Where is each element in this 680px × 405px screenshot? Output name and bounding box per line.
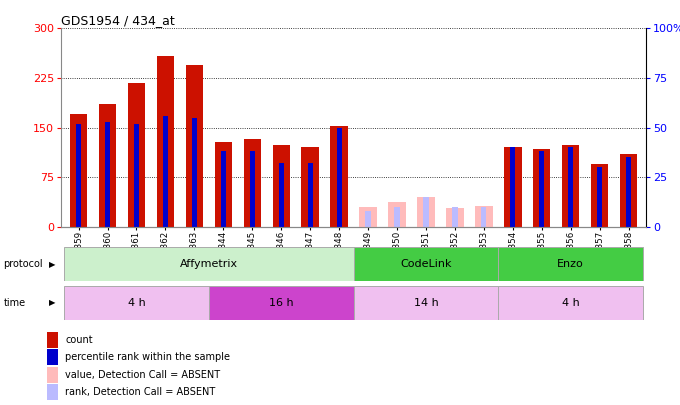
Bar	[620, 154, 637, 227]
Bar	[250, 151, 255, 227]
Bar	[591, 164, 609, 227]
Bar	[394, 207, 400, 227]
Text: ▶: ▶	[49, 298, 56, 307]
Bar	[568, 147, 573, 227]
Bar	[273, 145, 290, 227]
Text: time: time	[3, 298, 26, 308]
Bar	[330, 126, 347, 227]
Text: value, Detection Call = ABSENT: value, Detection Call = ABSENT	[65, 370, 220, 380]
Text: GDS1954 / 434_at: GDS1954 / 434_at	[61, 14, 175, 27]
Bar	[446, 208, 464, 227]
Bar	[105, 122, 110, 227]
Bar	[424, 197, 428, 227]
Bar	[70, 114, 87, 227]
Bar	[99, 104, 116, 227]
Bar	[301, 147, 319, 227]
Bar	[279, 163, 284, 227]
Text: count: count	[65, 335, 93, 345]
Bar	[337, 128, 342, 227]
Bar	[360, 207, 377, 227]
Bar	[186, 65, 203, 227]
Bar	[307, 163, 313, 227]
Bar	[163, 116, 168, 227]
Bar	[452, 207, 458, 227]
Bar	[209, 286, 354, 320]
Text: 4 h: 4 h	[128, 298, 146, 308]
Bar	[504, 147, 522, 227]
Bar	[597, 167, 602, 227]
Bar	[626, 158, 631, 227]
Bar	[243, 139, 261, 227]
Bar	[481, 207, 486, 227]
Bar	[64, 286, 209, 320]
Bar	[221, 151, 226, 227]
Bar	[365, 211, 371, 227]
Text: 16 h: 16 h	[269, 298, 294, 308]
Text: CodeLink: CodeLink	[401, 259, 452, 269]
Bar	[498, 286, 643, 320]
Bar	[510, 147, 515, 227]
Bar	[562, 145, 579, 227]
Text: rank, Detection Call = ABSENT: rank, Detection Call = ABSENT	[65, 387, 216, 397]
Bar	[47, 384, 58, 400]
Bar	[354, 286, 498, 320]
Bar	[539, 151, 545, 227]
Bar	[192, 118, 197, 227]
Bar	[47, 349, 58, 365]
Text: Enzo: Enzo	[558, 259, 584, 269]
Text: Affymetrix: Affymetrix	[180, 259, 238, 269]
Bar	[134, 124, 139, 227]
Bar	[64, 247, 354, 281]
Text: protocol: protocol	[3, 259, 43, 269]
Bar	[475, 206, 492, 227]
Bar	[156, 56, 174, 227]
Bar	[533, 149, 551, 227]
Bar	[388, 202, 406, 227]
Text: 14 h: 14 h	[413, 298, 439, 308]
Bar	[418, 197, 435, 227]
Text: 4 h: 4 h	[562, 298, 579, 308]
Bar	[498, 247, 643, 281]
Bar	[128, 83, 145, 227]
Bar	[354, 247, 498, 281]
Bar	[215, 142, 232, 227]
Text: percentile rank within the sample: percentile rank within the sample	[65, 352, 231, 362]
Bar	[424, 217, 428, 227]
Text: ▶: ▶	[49, 260, 56, 269]
Bar	[47, 332, 58, 348]
Bar	[76, 124, 81, 227]
Bar	[47, 367, 58, 383]
